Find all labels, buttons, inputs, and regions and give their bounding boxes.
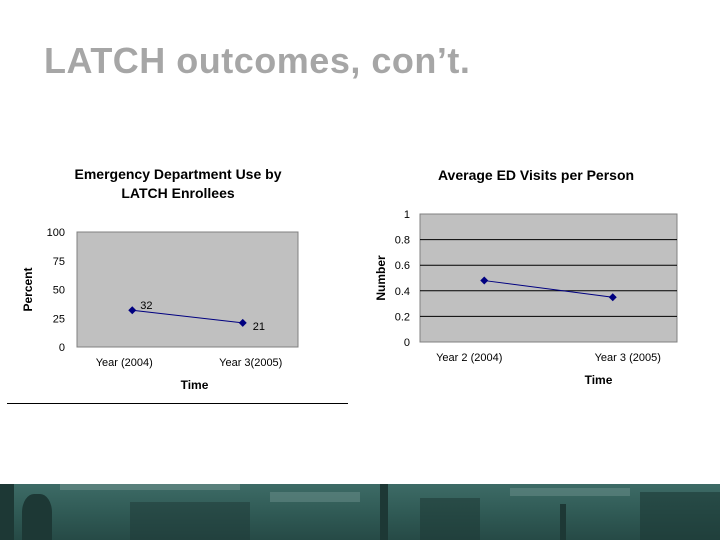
y-axis-title: Number — [374, 255, 388, 301]
x-axis-title: Time — [181, 378, 209, 392]
footer-photo-band — [0, 484, 720, 540]
y-tick-label: 50 — [53, 285, 65, 297]
data-label: 32 — [140, 300, 152, 312]
x-tick-label: Year (2004) — [96, 357, 153, 369]
chart-title-line: LATCH Enrollees — [121, 185, 235, 201]
x-tick-label: Year 3(2005) — [219, 357, 282, 369]
y-tick-label: 0 — [404, 337, 410, 349]
y-tick-label: 0 — [59, 342, 65, 354]
chart-title-line: Emergency Department Use by — [75, 166, 282, 182]
chart-title-line: Average ED Visits per Person — [438, 167, 634, 183]
y-tick-label: 100 — [47, 227, 65, 239]
data-point-marker — [608, 293, 617, 302]
divider-line — [7, 403, 348, 404]
avg-ed-visits-chart: Average ED Visits per Person 0 0.2 0.4 0.6 0.… — [374, 167, 678, 387]
slide-title: LATCH outcomes, con’t. — [44, 40, 471, 81]
y-tick-label: 1 — [404, 209, 410, 221]
y-tick-label: 0.6 — [395, 260, 410, 272]
data-point-marker — [128, 306, 137, 315]
series-line — [132, 309, 243, 324]
data-point-marker — [238, 318, 247, 327]
y-tick-label: 25 — [53, 313, 65, 325]
x-tick-label: Year 3 (2005) — [595, 352, 661, 364]
series-line — [484, 280, 613, 298]
plot-area — [76, 231, 299, 348]
data-label: 21 — [253, 321, 265, 333]
plot-area — [419, 213, 678, 343]
y-tick-label: 0.4 — [395, 286, 410, 298]
x-tick-label: Year 2 (2004) — [436, 352, 502, 364]
x-axis-title: Time — [585, 373, 613, 387]
y-tick-label: 75 — [53, 256, 65, 268]
y-axis-title: Percent — [21, 267, 35, 311]
y-tick-label: 0.2 — [395, 311, 410, 323]
data-point-marker — [480, 276, 489, 285]
y-tick-label: 0.8 — [395, 235, 410, 247]
ed-use-chart: Emergency Department Use by LATCH Enrolle… — [21, 166, 299, 392]
